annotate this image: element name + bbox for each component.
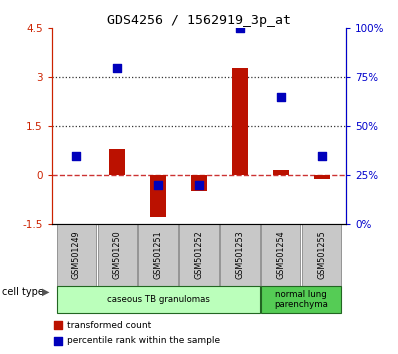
Text: cell type: cell type — [2, 287, 44, 297]
Text: GSM501251: GSM501251 — [154, 231, 163, 279]
Bar — [57, 224, 96, 286]
Text: transformed count: transformed count — [67, 321, 151, 330]
Text: GSM501252: GSM501252 — [195, 231, 203, 279]
Point — [155, 182, 161, 188]
Bar — [261, 224, 300, 286]
Point — [73, 153, 80, 159]
Text: normal lung
parenchyma: normal lung parenchyma — [274, 290, 328, 309]
Bar — [98, 224, 137, 286]
Bar — [261, 286, 341, 313]
Text: percentile rank within the sample: percentile rank within the sample — [67, 336, 220, 345]
Text: GSM501250: GSM501250 — [113, 231, 122, 279]
Point — [114, 65, 120, 70]
Bar — [57, 286, 259, 313]
Text: GSM501255: GSM501255 — [317, 231, 326, 279]
Bar — [150, 175, 166, 217]
Text: caseous TB granulomas: caseous TB granulomas — [107, 295, 209, 304]
Bar — [220, 224, 259, 286]
Bar — [109, 149, 125, 175]
Bar — [179, 224, 219, 286]
Point — [237, 25, 243, 31]
Point — [196, 182, 202, 188]
Text: GSM501253: GSM501253 — [235, 231, 244, 279]
Bar — [191, 175, 207, 191]
Bar — [314, 175, 330, 179]
Text: GSM501254: GSM501254 — [276, 231, 285, 279]
Point — [278, 94, 284, 100]
Point — [318, 153, 325, 159]
Point — [55, 322, 61, 328]
Bar — [273, 171, 289, 175]
Bar — [232, 68, 248, 175]
Bar — [302, 224, 341, 286]
Point — [55, 338, 61, 344]
Title: GDS4256 / 1562919_3p_at: GDS4256 / 1562919_3p_at — [107, 14, 291, 27]
Text: ▶: ▶ — [42, 287, 49, 297]
Text: GSM501249: GSM501249 — [72, 231, 81, 279]
Bar — [139, 224, 178, 286]
